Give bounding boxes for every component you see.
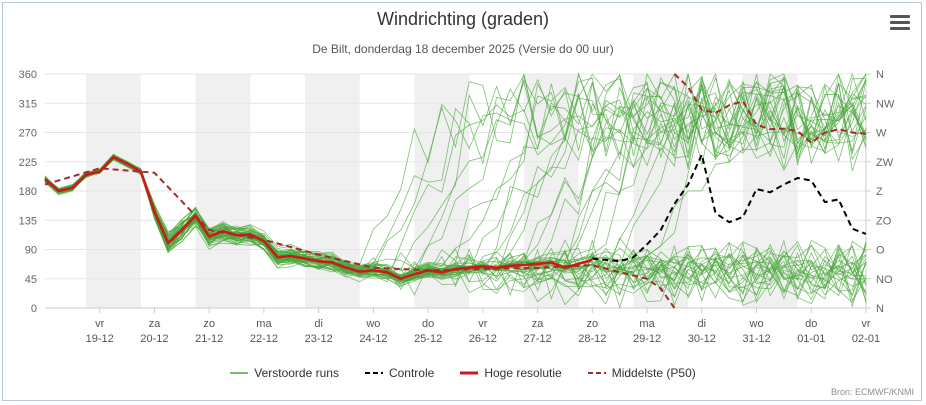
legend-highres[interactable]: Hoge resolutie xyxy=(460,364,562,382)
legend-control-label: Controle xyxy=(388,366,435,380)
chart-container xyxy=(2,2,922,401)
hamburger-icon[interactable] xyxy=(890,15,910,33)
legend: Verstoorde runs Controle Hoge resolutie … xyxy=(0,364,926,382)
legend-median-label: Middelste (P50) xyxy=(611,366,696,380)
legend-ensemble[interactable]: Verstoorde runs xyxy=(230,364,339,382)
legend-control[interactable]: Controle xyxy=(364,364,435,382)
chart-title: Windrichting (graden) xyxy=(376,9,550,29)
chart-subtitle: De Bilt, donderdag 18 december 2025 (Ver… xyxy=(312,42,614,56)
legend-ensemble-swatch xyxy=(230,372,249,374)
legend-ensemble-label: Verstoorde runs xyxy=(254,366,339,380)
legend-median-swatch xyxy=(587,372,606,374)
legend-highres-label: Hoge resolutie xyxy=(484,366,562,380)
legend-highres-swatch xyxy=(460,371,479,375)
source-credit: Bron: ECMWF/KNMI xyxy=(830,387,914,397)
legend-median[interactable]: Middelste (P50) xyxy=(587,364,696,382)
legend-control-swatch xyxy=(364,372,383,374)
